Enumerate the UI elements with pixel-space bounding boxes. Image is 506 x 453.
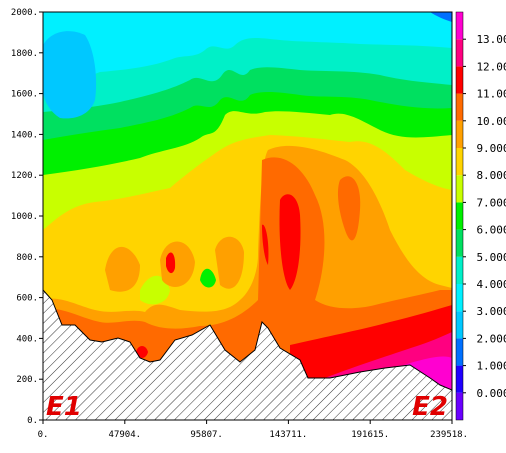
- endpoint-label-end: E2: [412, 392, 448, 422]
- colorbar-segment: [456, 311, 463, 339]
- colorbar-segment: [456, 93, 463, 121]
- colorbar-tick-label: 12.00: [476, 60, 506, 73]
- y-tick-label: 800.: [16, 253, 38, 263]
- colorbar-segment: [456, 120, 463, 148]
- y-tick-label: 1200.: [11, 171, 38, 181]
- band-9-10-pocket-c: [215, 236, 244, 289]
- colorbar-segment: [456, 229, 463, 257]
- y-tick-label: 2000.: [11, 8, 38, 18]
- band-3-4: [43, 12, 452, 88]
- colorbar-tick-label: 1.000: [476, 360, 506, 373]
- band-10-11-pocket: [337, 176, 361, 241]
- x-tick-label: 47904.: [109, 430, 142, 440]
- colorbar-frame: [455, 11, 464, 421]
- colorbar-tick-label: 9.000: [476, 142, 506, 155]
- colorbar-tick-label: 11.00: [476, 88, 506, 101]
- y-tick-label: 1000.: [11, 212, 38, 222]
- colorbar-tick-label: 13.00: [476, 33, 506, 46]
- colorbar-segment: [456, 392, 463, 420]
- y-tick-label: 200.: [16, 375, 38, 385]
- y-tick-label: 600.: [16, 294, 38, 304]
- band-6-7-pocket: [200, 268, 216, 288]
- band-9-10-pocket-b: [160, 241, 195, 287]
- band-2-3: [43, 31, 97, 119]
- colorbar-tick-label: 8.000: [476, 169, 506, 182]
- colorbar-tick-label: 10.00: [476, 115, 506, 128]
- band-11-12-dot: [136, 346, 148, 358]
- y-tick-label: 1400.: [11, 130, 38, 140]
- y-axis: 0. 200. 400. 600. 800. 1000. 1200. 1400. 1600. 18…: [11, 8, 43, 426]
- colorbar-segment: [456, 284, 463, 312]
- colorbar-tick-label: 7.000: [476, 196, 506, 209]
- y-tick-label: 0.: [27, 416, 38, 426]
- y-tick-label: 1800.: [11, 49, 38, 59]
- colorbar: 0.000 1.000 2.000 3.000 4.000 5.000 6.000 7.000…: [455, 11, 506, 421]
- x-tick-label: 239518.: [430, 430, 468, 440]
- colorbar-tick-label: 0.000: [476, 387, 506, 400]
- terrain: [43, 289, 452, 420]
- colorbar-segment: [456, 202, 463, 230]
- colorbar-segment: [456, 12, 463, 40]
- colorbar-segment: [456, 39, 463, 67]
- plot-area: [43, 12, 452, 420]
- x-tick-label: 95807.: [190, 430, 223, 440]
- x-tick-label: 191615.: [351, 430, 389, 440]
- endpoint-labels: E1 E2: [46, 392, 448, 422]
- x-tick-label: 0.: [38, 430, 49, 440]
- colorbar-segment: [456, 148, 463, 176]
- band-1-2-corner: [430, 12, 452, 22]
- colorbar-tick-label: 6.000: [476, 224, 506, 237]
- colorbar-tick-label: 2.000: [476, 332, 506, 345]
- x-tick-label: 143711.: [269, 430, 307, 440]
- x-axis: 0. 47904. 95807. 143711. 191615. 239518.: [38, 420, 468, 440]
- endpoint-label-start: E1: [46, 392, 82, 422]
- colorbar-tick-label: 5.000: [476, 251, 506, 264]
- colorbar-segment: [456, 338, 463, 366]
- y-tick-label: 400.: [16, 334, 38, 344]
- band-7-8-pocket: [140, 275, 170, 305]
- colorbar-segment: [456, 66, 463, 94]
- colorbar-segment: [456, 175, 463, 203]
- band-11-12-sliver: [262, 224, 269, 265]
- band-11-12-pocket: [166, 252, 176, 274]
- colorbar-segment: [456, 256, 463, 284]
- y-tick-label: 1600.: [11, 90, 38, 100]
- colorbar-segment: [456, 365, 463, 393]
- band-9-10-pocket-a: [105, 246, 140, 292]
- band-11-12-core: [279, 194, 301, 290]
- colorbar-tick-label: 4.000: [476, 278, 506, 291]
- colorbar-tick-label: 3.000: [476, 305, 506, 318]
